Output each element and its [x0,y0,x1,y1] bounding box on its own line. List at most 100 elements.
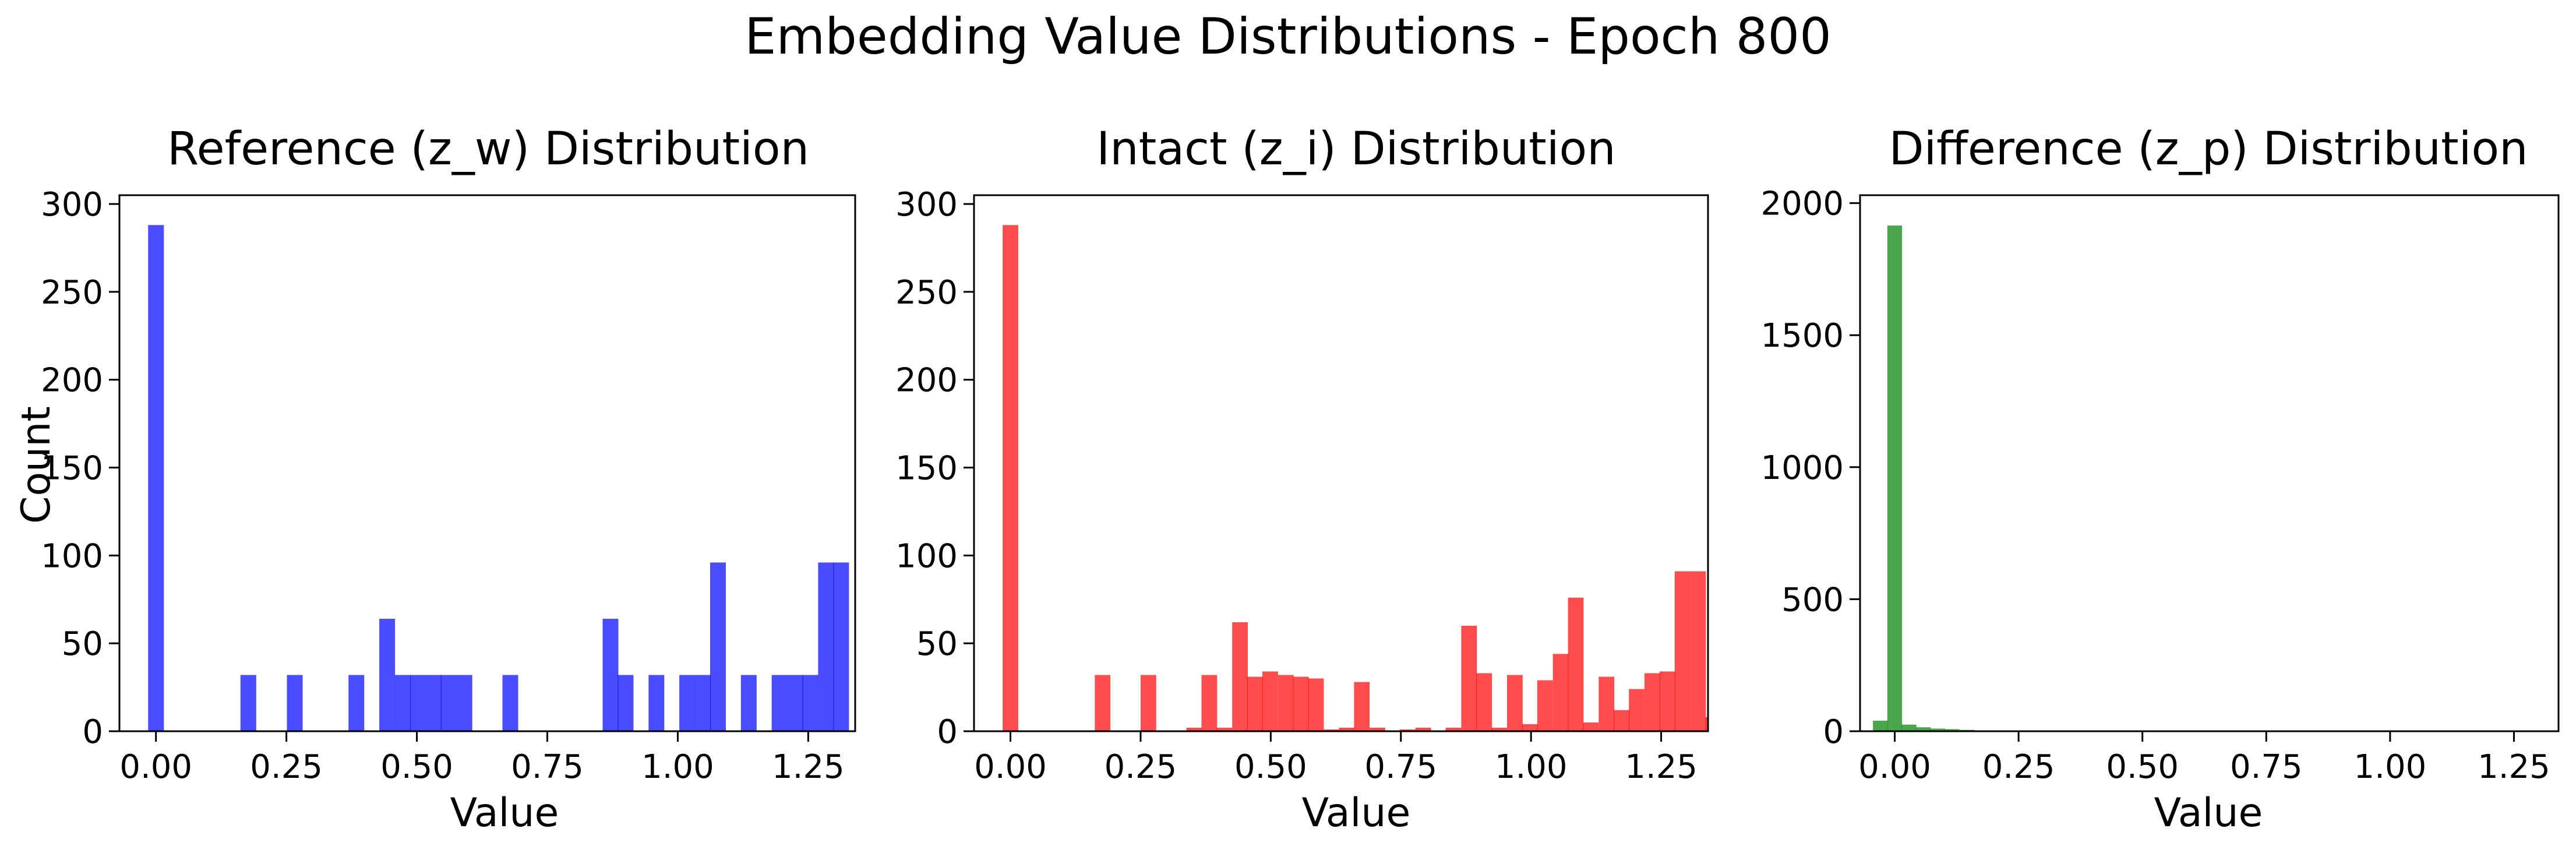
x-tick-label-intact-3: 0.75 [1364,748,1437,786]
histogram-bar-difference-1 [1887,225,1903,731]
histogram-bar-intact-33 [1674,571,1691,731]
y-tick-label-reference-3: 150 [41,450,103,488]
histogram-bar-difference-0 [1873,720,1888,731]
histogram-bar-intact-22 [1507,675,1523,731]
histogram-bar-difference-5 [1945,729,1960,731]
histogram-bar-reference-10 [502,675,518,731]
y-tick-label-reference-5: 250 [41,274,103,312]
histogram-bar-intact-21 [1491,727,1508,731]
histogram-bar-reference-6 [410,675,426,731]
histogram-bar-intact-17 [1415,727,1431,731]
histogram-bar-reference-17 [740,675,757,731]
histogram-bar-intact-26 [1568,597,1584,731]
histogram-bar-reference-9 [456,675,472,731]
panel-title-difference: Difference (z_p) Distribution [1889,123,2528,175]
histogram-bar-reference-19 [787,675,803,731]
x-tick-label-reference-4: 1.00 [641,748,714,786]
y-axis-label-reference: Count [13,406,59,524]
histogram-bar-difference-4 [1930,728,1946,731]
panel-reference: Reference (z_w) Distribution Count Value… [13,123,856,836]
histogram-bar-intact-0 [1003,225,1018,731]
plot-frame-reference [118,194,856,732]
x-tick-label-reference-0: 0.00 [119,748,192,786]
histogram-bar-intact-13 [1339,727,1355,731]
x-tick-label-reference-2: 0.50 [380,748,453,786]
histogram-bar-reference-4 [379,618,396,731]
y-tick-label-intact-4: 200 [895,362,958,400]
y-tick-label-difference-0: 0 [1823,713,1844,751]
histogram-bar-intact-30 [1629,689,1645,731]
histogram-bar-reference-16 [710,562,726,731]
histogram-bar-intact-27 [1583,722,1599,731]
histogram-bar-reference-22 [833,562,849,731]
x-axis-label-intact: Value [1302,790,1411,836]
panel-title-reference: Reference (z_w) Distribution [167,123,809,175]
plot-frame-intact [973,194,1709,732]
histogram-bar-intact-24 [1537,680,1553,731]
histogram-bar-intact-1 [1095,675,1111,731]
histogram-bar-reference-8 [440,675,457,731]
y-tick-label-intact-0: 0 [937,713,958,751]
histogram-bar-intact-2 [1140,675,1156,731]
histogram-bar-reference-21 [818,562,834,731]
histogram-bar-intact-25 [1552,654,1569,731]
x-tick-label-difference-4: 1.00 [2354,748,2427,786]
y-tick-label-reference-6: 300 [41,186,103,224]
y-tick-label-intact-2: 100 [895,537,958,575]
histogram-bar-reference-13 [648,675,665,731]
histogram-bar-intact-4 [1201,675,1218,731]
x-axis-label-reference: Value [450,790,559,836]
histogram-bar-intact-11 [1308,678,1324,731]
x-tick-label-reference-1: 0.25 [250,748,323,786]
histogram-bar-reference-0 [148,225,164,731]
histogram-bar-intact-28 [1598,676,1615,731]
histogram-bar-reference-3 [348,675,365,731]
histogram-bar-intact-6 [1232,622,1248,731]
ticks-intact: 0.00 0.25 0.50 0.75 1.00 1.25 0 50 100 150 200 250 3… [895,186,1698,786]
histogram-bar-intact-3 [1186,727,1202,731]
histogram-bar-intact-31 [1644,673,1660,731]
y-tick-label-intact-3: 150 [895,450,958,488]
histogram-bar-reference-1 [240,675,256,731]
histogram-bar-intact-29 [1614,710,1630,731]
histogram-bar-reference-18 [771,675,788,731]
histogram-bar-intact-8 [1262,671,1278,731]
histogram-bar-reference-12 [617,675,634,731]
histogram-bar-intact-34 [1690,571,1706,731]
histogram-bar-reference-14 [679,675,696,731]
x-axis-label-difference: Value [2154,790,2263,836]
histogram-bar-intact-19 [1461,626,1477,731]
panel-difference: Difference (z_p) Distribution Value 0.00… [1760,123,2560,836]
histogram-bar-reference-20 [802,675,818,731]
y-tick-label-difference-4: 2000 [1760,185,1844,223]
histogram-bar-intact-14 [1354,682,1370,731]
histogram-bar-reference-11 [602,618,619,731]
bars-intact [1003,225,1708,731]
histogram-bar-intact-16 [1399,729,1416,731]
y-tick-label-difference-1: 500 [1781,581,1844,619]
x-tick-label-intact-4: 1.00 [1495,748,1568,786]
x-tick-label-difference-3: 0.75 [2230,748,2303,786]
y-tick-label-intact-6: 300 [895,186,958,224]
x-tick-label-difference-2: 0.50 [2106,748,2179,786]
x-tick-label-difference-1: 0.25 [1982,748,2055,786]
histogram-bar-intact-35 [1705,717,1708,731]
ticks-difference: 0.00 0.25 0.50 0.75 1.00 1.25 0 500 1000 1500 2000 [1760,185,2550,786]
y-tick-label-reference-4: 200 [41,362,103,400]
x-tick-label-intact-0: 0.00 [974,748,1047,786]
y-tick-label-reference-1: 50 [62,625,103,663]
y-tick-label-difference-2: 1000 [1760,449,1844,487]
bars-difference [1873,225,2061,731]
panel-intact: Intact (z_i) Distribution Value 0.00 0.25… [895,123,1709,836]
histogram-bar-intact-12 [1324,729,1340,731]
histogram-bar-intact-18 [1445,727,1462,731]
panel-title-intact: Intact (z_i) Distribution [1096,123,1615,175]
bars-reference [148,225,849,731]
histogram-bar-intact-10 [1293,676,1309,731]
histogram-bar-intact-23 [1522,724,1538,731]
histogram-bar-reference-7 [425,675,442,731]
histogram-bar-intact-15 [1370,727,1385,731]
figure-title: Embedding Value Distributions - Epoch 80… [744,8,1832,66]
histogram-bar-intact-5 [1216,727,1233,731]
y-tick-label-reference-0: 0 [82,713,103,751]
